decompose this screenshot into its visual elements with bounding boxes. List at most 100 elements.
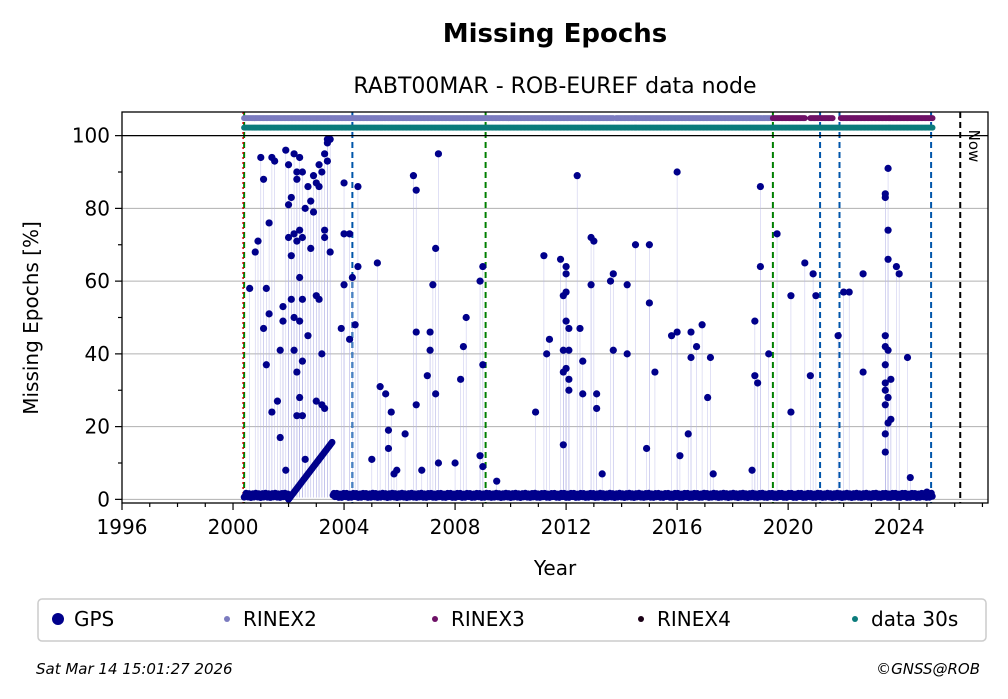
gps-point [559, 441, 567, 449]
gps-point [579, 390, 587, 398]
gps-point [565, 346, 573, 354]
gps-point [457, 375, 465, 383]
gps-point [287, 193, 295, 202]
y-tick-label: 20 [85, 415, 110, 439]
gps-point [903, 353, 912, 362]
gps-point [562, 288, 570, 296]
gps-point [673, 168, 681, 176]
gps-point [476, 452, 484, 460]
gps-point [259, 324, 268, 333]
gps-point [287, 252, 295, 260]
gps-point [881, 386, 889, 394]
gps-point [895, 270, 903, 278]
gps-point [412, 328, 420, 336]
gps-point [293, 175, 301, 183]
gps-point [884, 393, 892, 402]
x-tick-label: 2012 [541, 515, 592, 539]
gps-point [576, 324, 584, 333]
gps-point [298, 357, 307, 365]
gps-point [692, 343, 701, 351]
gps-point [462, 313, 470, 322]
gps-point [276, 433, 284, 442]
rinex3-marker [829, 115, 836, 122]
legend-label-gps: GPS [74, 607, 114, 631]
gps-point [809, 270, 817, 278]
gps-point [751, 372, 759, 380]
gps-point [562, 317, 570, 325]
gps-point [265, 219, 273, 227]
legend-label-rinex4: RINEX4 [657, 607, 731, 631]
gps-point [293, 237, 301, 245]
gps-point [290, 150, 298, 158]
footer-copyright: ©GNSS@ROB [876, 660, 980, 678]
gps-point [257, 153, 265, 162]
gps-point [623, 350, 631, 358]
gps-point [451, 459, 459, 467]
gps-point [479, 361, 487, 369]
gps-point [346, 335, 354, 343]
legend: GPS RINEX2 RINEX3 RINEX4 data 30s [52, 607, 958, 631]
gps-point [623, 281, 631, 289]
gps-point [307, 244, 315, 252]
y-axis-ticks: 0 20 40 60 80 100 [72, 124, 122, 511]
legend-marker-rinex3 [432, 616, 438, 622]
gps-point [881, 401, 889, 409]
footer-timestamp: Sat Mar 14 15:01:27 2026 [36, 660, 233, 678]
gps-point [556, 255, 565, 263]
gps-point [251, 248, 259, 256]
gps-point [307, 197, 315, 205]
gps-point [382, 390, 390, 398]
gps-point [773, 230, 781, 238]
gps-point [479, 463, 487, 471]
gps-point [315, 161, 323, 169]
gps-point [884, 226, 892, 234]
y-tick-label: 40 [85, 342, 110, 366]
gps-point [434, 150, 443, 158]
gps-point [412, 186, 420, 194]
gps-point [326, 248, 334, 256]
gps-point [906, 473, 914, 482]
gps-point [296, 226, 304, 234]
gps-point [318, 168, 326, 176]
x-axis-ticks: 1996 2000 2004 2008 2012 2016 2020 2024 [97, 503, 984, 539]
gps-point [290, 313, 298, 322]
gps-point [884, 346, 892, 354]
gps-point [309, 172, 318, 180]
gps-point [479, 262, 487, 271]
availability-bars [241, 115, 936, 131]
gps-point [845, 288, 853, 296]
gps-point [593, 390, 601, 398]
gps-point [543, 350, 551, 358]
x-tick-label: 2016 [652, 515, 703, 539]
plot-frame [121, 111, 989, 504]
legend-label-rinex2: RINEX2 [243, 607, 317, 631]
gps-point [432, 390, 440, 398]
gps-point [587, 281, 595, 289]
gps-point [298, 412, 307, 420]
gps-point [651, 368, 659, 376]
gps-point [573, 172, 581, 180]
gps-point [296, 153, 304, 162]
gps-point [262, 361, 270, 369]
legend-label-data30s: data 30s [871, 607, 958, 631]
gps-point [351, 321, 359, 329]
gps-point [284, 201, 293, 209]
gps-point [368, 455, 376, 463]
gps-point [296, 393, 304, 402]
gps-point [321, 404, 329, 413]
gps-point [354, 262, 362, 271]
gps-point [887, 415, 895, 423]
gps-point [704, 393, 712, 402]
gps-point [326, 135, 334, 143]
gps-point [593, 404, 601, 413]
gps-point [698, 321, 706, 329]
gps-point [304, 182, 312, 191]
gps-ramp-point [328, 438, 336, 446]
gps-point [373, 259, 381, 267]
gps-point [579, 357, 587, 365]
gps-point [254, 237, 262, 245]
gps-point [259, 175, 268, 183]
gps-point [887, 375, 895, 383]
x-tick-label: 2000 [208, 515, 259, 539]
gps-point [282, 146, 290, 154]
